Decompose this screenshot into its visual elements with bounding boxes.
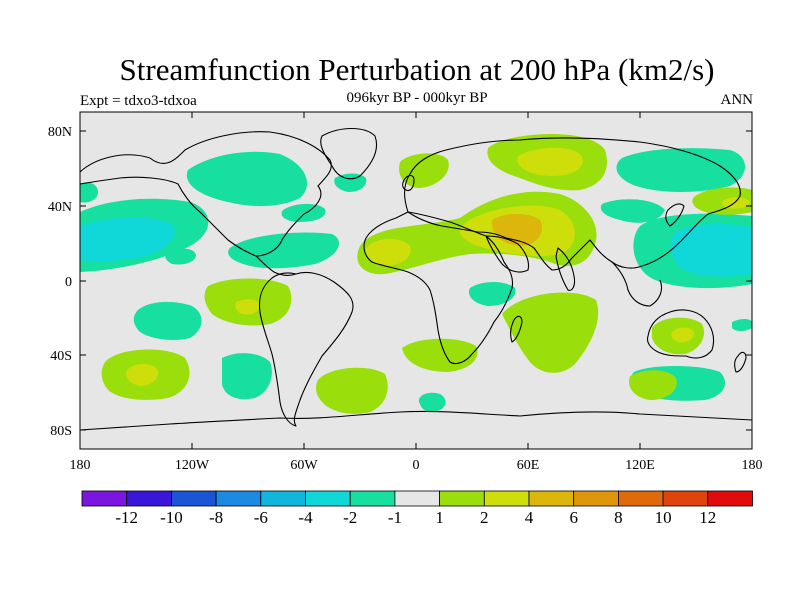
colorbar-label: 10 bbox=[655, 508, 672, 527]
lon-tick-label: 60E bbox=[517, 458, 540, 473]
colorbar-label: 1 bbox=[435, 508, 444, 527]
colorbar-label: -8 bbox=[209, 508, 223, 527]
coastline-india bbox=[555, 247, 576, 291]
contour-negative-tasman bbox=[732, 319, 752, 331]
coastline-greenland bbox=[320, 127, 378, 180]
contour-positive-arctic-russia-mid bbox=[517, 147, 583, 176]
tick-marks bbox=[79, 112, 753, 449]
coastline-europe-asia bbox=[403, 137, 741, 271]
lon-tick-label: 180 bbox=[742, 458, 763, 473]
contour-positive-south-pacific-east bbox=[316, 367, 388, 414]
contour-negative-north-china bbox=[600, 199, 665, 223]
lat-tick-label: 80S bbox=[50, 424, 72, 439]
coastline-southeast-asia bbox=[611, 261, 663, 307]
coastlines bbox=[80, 127, 752, 431]
lon-tick-label: 0 bbox=[413, 458, 420, 473]
colorbar-swatch bbox=[81, 490, 128, 507]
colorbar-label: -2 bbox=[343, 508, 357, 527]
coastline-central-america bbox=[255, 255, 297, 276]
coastline-uk bbox=[402, 174, 415, 192]
contour-positive-australia-mid bbox=[671, 327, 694, 343]
lat-tick-label: 40N bbox=[48, 200, 72, 215]
map-subtitle: 096kyr BP - 000kyr BP bbox=[346, 90, 488, 106]
colorbar-swatch bbox=[618, 490, 664, 507]
colorbar-swatch bbox=[707, 490, 753, 507]
experiment-label: Expt = tdxo3-tdxoa bbox=[80, 93, 197, 109]
colorbar-label: 4 bbox=[525, 508, 534, 527]
colorbar-label: -6 bbox=[254, 508, 268, 527]
coastline-madagascar bbox=[510, 315, 523, 343]
contour-negative-east-us bbox=[281, 203, 326, 222]
coastline-antarctica bbox=[80, 410, 752, 431]
coastline-arabia bbox=[485, 235, 530, 273]
coastline-australia bbox=[646, 309, 715, 359]
colorbar-swatch bbox=[483, 490, 530, 507]
contour-negative-south-pacific bbox=[133, 301, 202, 340]
colorbar-swatch bbox=[349, 490, 396, 507]
colorbar-label: 8 bbox=[614, 508, 623, 527]
contour-positive-south-pacific-west-mid bbox=[126, 364, 159, 386]
coastline-africa bbox=[363, 211, 514, 365]
contour-positive-middle-east-mid bbox=[364, 238, 411, 266]
lon-tick-label: 60W bbox=[290, 458, 318, 473]
colorbar-label: -10 bbox=[160, 508, 183, 527]
lon-tick-label: 120W bbox=[175, 458, 210, 473]
colorbar-swatch bbox=[662, 490, 709, 507]
contour-positive-south-atlantic bbox=[502, 292, 599, 373]
colorbar-swatch bbox=[170, 490, 217, 507]
map-plot-area: 80N 40N 0 40S 80S 180 120W 60W 0 60E 120… bbox=[48, 111, 763, 473]
colorbar-label: -12 bbox=[115, 508, 138, 527]
contour-negative-southern-ocean bbox=[418, 392, 446, 412]
contour-negative-east-africa bbox=[468, 282, 516, 306]
coastline-new-zealand bbox=[734, 351, 747, 373]
lon-tick-label: 180 bbox=[70, 458, 91, 473]
lat-tick-label: 40S bbox=[50, 349, 72, 364]
contour-negative-gulf bbox=[228, 232, 339, 269]
lon-tick-labels: 180 120W 60W 0 60E 120E 180 bbox=[70, 458, 763, 473]
lon-tick-label: 120E bbox=[625, 458, 655, 473]
lat-tick-label: 0 bbox=[65, 275, 72, 290]
colorbar-swatch bbox=[573, 490, 619, 507]
colorbar-label: 6 bbox=[569, 508, 578, 527]
coastline-japan bbox=[665, 203, 685, 227]
contour-positive-north-atlantic bbox=[399, 153, 449, 188]
contour-negative-north-america bbox=[186, 151, 308, 207]
coastline-north-america bbox=[80, 131, 332, 257]
contour-negative-northeast-asia bbox=[616, 148, 745, 192]
colorbar-swatch bbox=[215, 490, 262, 507]
colorbar-swatch bbox=[439, 490, 485, 507]
contour-negative-north-pacific-core bbox=[80, 217, 175, 262]
lat-tick-labels: 80N 40N 0 40S 80S bbox=[48, 125, 72, 439]
coastline-south-america bbox=[258, 271, 354, 427]
colorbar: -12 -10 -8 -6 -4 -2 -1 1 2 4 6 8 10 12 bbox=[81, 490, 753, 527]
colorbar-label: -1 bbox=[388, 508, 402, 527]
season-label: ANN bbox=[720, 92, 754, 108]
map-title: Streamfunction Perturbation at 200 hPa (… bbox=[119, 52, 715, 87]
colorbar-label: 12 bbox=[699, 508, 716, 527]
contour-positive-southeast-pacific-mid bbox=[235, 299, 260, 315]
colorbar-swatch bbox=[305, 490, 351, 507]
lat-tick-label: 80N bbox=[48, 125, 72, 140]
colorbar-label: 2 bbox=[480, 508, 489, 527]
colorbar-swatch bbox=[126, 490, 172, 507]
colorbar-swatch bbox=[260, 490, 306, 507]
contour-negative-north-atlantic bbox=[334, 173, 367, 192]
contour-negative-west-pacific-core bbox=[670, 223, 752, 277]
contour-negative-alaska bbox=[80, 182, 98, 203]
colorbar-swatch bbox=[528, 490, 575, 507]
colorbar-swatch bbox=[394, 490, 440, 507]
contour-positive-indian-ocean bbox=[629, 370, 677, 400]
colorbar-label: -4 bbox=[298, 508, 313, 527]
contour-negative-east-pacific bbox=[165, 248, 196, 265]
contour-negative-southeast-pacific bbox=[222, 353, 272, 400]
